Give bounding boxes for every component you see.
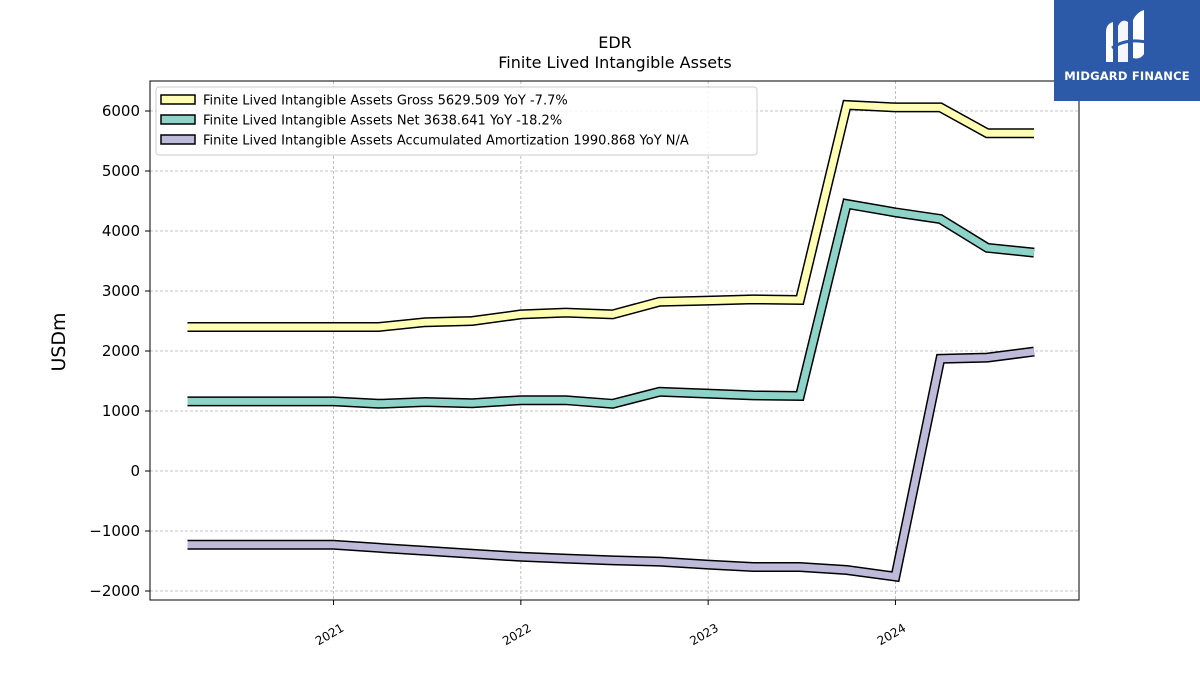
x-tick-label: 2023 [687,621,720,648]
chart-title: EDR [598,33,632,52]
y-tick-label: 0 [130,462,140,480]
chart-subtitle: Finite Lived Intangible Assets [498,53,731,72]
legend-label-1: Finite Lived Intangible Assets Net 3638.… [203,114,562,129]
legend-label-2: Finite Lived Intangible Assets Accumulat… [203,134,689,149]
series-line-0 [187,101,1034,331]
x-tick-label: 2024 [875,621,908,648]
x-tick-label: 2021 [313,621,346,648]
series-lines [187,99,1035,583]
y-tick-label: 3000 [102,282,140,300]
logo-text: MIDGARD FINANCE [1064,69,1190,83]
y-tick-label: 1000 [102,402,140,420]
midgard-logo-icon [1106,10,1147,63]
y-tick-label: −2000 [89,582,140,600]
y-tick-label: −1000 [89,522,140,540]
legend-frame [155,86,758,156]
series-line-1 [187,199,1035,408]
x-tick-label: 2022 [500,621,533,648]
y-tick-label: 5000 [102,162,140,180]
plot-frame [149,80,1080,601]
legend-swatch-1 [160,114,196,125]
y-tick-label: 4000 [102,222,140,240]
y-axis-label: USDm [48,312,70,371]
legend-swatch-2 [160,134,196,145]
midgard-finance-logo: MIDGARD FINANCE [1054,0,1200,101]
legend-swatch-0 [160,94,196,105]
legend: Finite Lived Intangible Assets Gross 562… [155,86,758,156]
y-tick-label: 6000 [102,102,140,120]
grid-lines [150,81,1079,600]
y-tick-label: 2000 [102,342,140,360]
legend-label-0: Finite Lived Intangible Assets Gross 562… [203,94,568,109]
series-line-2 [187,348,1035,581]
series-line-outline-1 [187,198,1035,409]
